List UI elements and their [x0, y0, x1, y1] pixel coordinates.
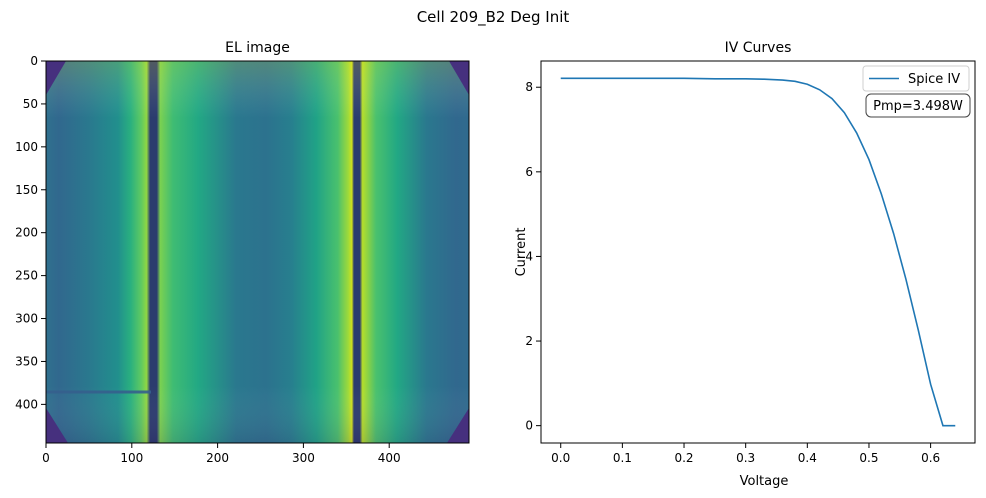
- iv-x-tick-label: 0.2: [674, 451, 693, 465]
- el-x-axis: 0 100 200 300 400: [42, 443, 401, 465]
- iv-curves-title: IV Curves: [725, 40, 792, 56]
- el-y-tick-label: 50: [23, 97, 38, 111]
- el-y-tick-label: 150: [15, 183, 38, 197]
- el-image-frame: [45, 60, 470, 444]
- pmp-annotation: Pmp=3.498W: [865, 93, 971, 118]
- figure-title: Cell 209_B2 Deg Init: [416, 8, 570, 26]
- iv-x-tick-label: 0.0: [551, 451, 570, 465]
- el-dark-line: [46, 390, 151, 394]
- el-y-tick-label: 400: [15, 397, 38, 411]
- iv-x-tick-label: 0.4: [798, 451, 817, 465]
- el-x-tick-label: 400: [378, 451, 401, 465]
- el-image-panel: EL image 0 100 200 300 400 0 50 100 150 200 250 30…: [15, 40, 470, 465]
- el-y-tick-label: 350: [15, 354, 38, 368]
- iv-x-axis: 0.0 0.1 0.2 0.3 0.4 0.5 0.6: [551, 443, 940, 465]
- iv-y-tick-label: 2: [525, 334, 533, 348]
- iv-x-tick-label: 0.6: [921, 451, 940, 465]
- pmp-annotation-box: [865, 93, 971, 118]
- el-corner-bottom-right: [447, 408, 469, 443]
- iv-y-tick-label: 0: [525, 419, 533, 433]
- iv-y-axis: 0 2 4 6 8: [525, 80, 541, 433]
- iv-y-tick-label: 8: [525, 80, 533, 94]
- legend-box: [862, 65, 970, 92]
- iv-curves-panel: IV Curves 0.0 0.1 0.2 0.3 0.4 0.5 0.6 0 2 4 6 8 Vo…: [514, 40, 976, 489]
- el-corner-top-left: [46, 61, 66, 95]
- el-image-heatmap: [46, 61, 469, 443]
- iv-plot-frame: [540, 60, 976, 444]
- el-x-tick-label: 0: [42, 451, 50, 465]
- el-y-tick-label: 0: [30, 54, 38, 68]
- el-image-title: EL image: [225, 40, 290, 56]
- el-x-tick-label: 200: [206, 451, 229, 465]
- el-x-tick-label: 300: [292, 451, 315, 465]
- iv-x-tick-label: 0.1: [613, 451, 632, 465]
- el-corner-top-right: [449, 61, 469, 95]
- el-y-tick-label: 100: [15, 140, 38, 154]
- iv-xlabel: Voltage: [740, 474, 789, 489]
- iv-series-line: [560, 77, 956, 427]
- el-y-tick-label: 300: [15, 312, 38, 326]
- iv-y-tick-label: 6: [525, 165, 533, 179]
- el-corner-bottom-left: [46, 408, 68, 443]
- el-y-tick-label: 200: [15, 226, 38, 240]
- el-x-tick-label: 100: [120, 451, 143, 465]
- iv-legend: Spice IV: [862, 65, 970, 92]
- iv-ylabel: Current: [514, 228, 529, 277]
- legend-entry-label: Spice IV: [908, 72, 960, 87]
- iv-y-tick-label: 4: [525, 249, 533, 263]
- iv-x-tick-label: 0.3: [736, 451, 755, 465]
- iv-x-tick-label: 0.5: [859, 451, 878, 465]
- pmp-annotation-text: Pmp=3.498W: [873, 99, 963, 114]
- el-y-tick-label: 250: [15, 269, 38, 283]
- el-y-axis: 0 50 100 150 200 250 300 350 400: [15, 54, 46, 411]
